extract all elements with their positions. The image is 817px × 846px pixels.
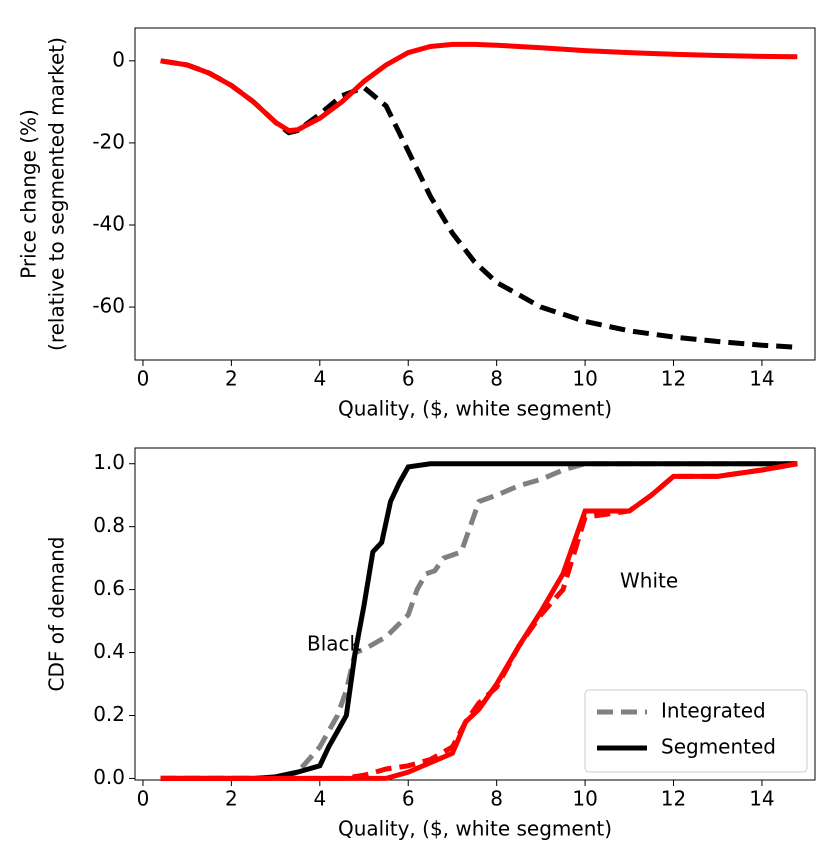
- annotation: White: [620, 569, 678, 593]
- data-line: [160, 461, 798, 781]
- y-tick-label: 0.2: [93, 702, 125, 726]
- y-axis-label: Price change (%): [17, 109, 41, 279]
- x-tick-label: 6: [402, 367, 415, 391]
- y-tick-label: 0.6: [93, 576, 125, 600]
- x-tick-label: 2: [225, 787, 238, 811]
- x-tick-label: 8: [490, 367, 503, 391]
- annotation: Black: [307, 632, 362, 656]
- y-tick-label: 0.8: [93, 513, 125, 537]
- y-tick-label: 1.0: [93, 450, 125, 474]
- y-tick-label: 0.0: [93, 765, 125, 789]
- x-tick-label: 2: [225, 367, 238, 391]
- x-axis-label: Quality, ($, white segment): [338, 817, 612, 841]
- x-tick-label: 4: [313, 367, 326, 391]
- y-tick-label: 0: [112, 47, 125, 71]
- y-tick-label: 0.4: [93, 639, 125, 663]
- x-tick-label: 14: [749, 787, 774, 811]
- x-tick-label: 0: [137, 787, 150, 811]
- y-tick-label: -40: [92, 211, 125, 235]
- legend-label: Segmented: [661, 735, 776, 759]
- x-tick-label: 14: [749, 367, 774, 391]
- x-tick-label: 6: [402, 787, 415, 811]
- y-tick-label: -20: [92, 129, 125, 153]
- data-line: [160, 41, 798, 134]
- legend-label: Integrated: [661, 699, 766, 723]
- data-line: [160, 461, 798, 781]
- data-line: [160, 461, 798, 781]
- x-tick-label: 10: [572, 787, 597, 811]
- x-tick-label: 12: [661, 787, 686, 811]
- axes-frame: [134, 27, 816, 361]
- x-tick-label: 10: [572, 367, 597, 391]
- x-tick-label: 8: [490, 787, 503, 811]
- x-axis-label: Quality, ($, white segment): [338, 397, 612, 421]
- x-tick-label: 4: [313, 787, 326, 811]
- axes-frame: [134, 447, 816, 781]
- y-axis-label: (relative to segmented market): [45, 37, 69, 351]
- y-tick-label: -60: [92, 294, 125, 318]
- legend-box: [584, 689, 808, 773]
- legend: Integrated Segmented: [584, 689, 808, 773]
- x-tick-label: 12: [661, 367, 686, 391]
- x-tick-label: 0: [137, 367, 150, 391]
- y-axis-label: CDF of demand: [45, 537, 69, 692]
